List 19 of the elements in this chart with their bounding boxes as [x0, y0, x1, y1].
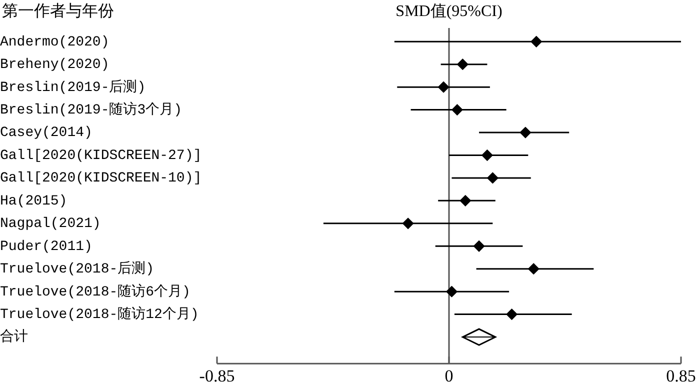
y-tick-label: Breheny(2020): [0, 57, 110, 74]
y-tick-label: Truelove(2018-随访6个月): [0, 283, 190, 300]
x-axis-title: SMD值(95%CI): [396, 3, 502, 20]
y-tick-label: Breslin(2019-后测): [0, 78, 146, 96]
x-tick-label: -0.85: [199, 366, 235, 386]
y-tick-label: 合计: [0, 328, 28, 346]
y-tick-label: Gall[2020(KIDSCREEN-27)]: [0, 148, 202, 164]
y-tick-label: Ha(2015): [0, 193, 68, 210]
y-tick-label: Puder(2011): [0, 238, 92, 255]
x-tick-label: 0: [444, 366, 454, 386]
y-axis-title: 第一作者与年份: [2, 2, 114, 20]
y-tick-label: Breslin(2019-随访3个月): [0, 102, 182, 118]
y-tick-label: Truelove(2018-随访12个月): [0, 306, 199, 323]
y-tick-label: Gall[2020(KIDSCREEN-10)]: [0, 170, 202, 187]
y-tick-label: Andermo(2020): [0, 34, 110, 50]
y-tick-label: Truelove(2018-后测): [0, 260, 154, 278]
y-tick-label: Nagpal(2021): [0, 216, 101, 232]
x-tick-label: 0.85: [666, 366, 696, 386]
y-tick-label: Casey(2014): [0, 125, 92, 142]
